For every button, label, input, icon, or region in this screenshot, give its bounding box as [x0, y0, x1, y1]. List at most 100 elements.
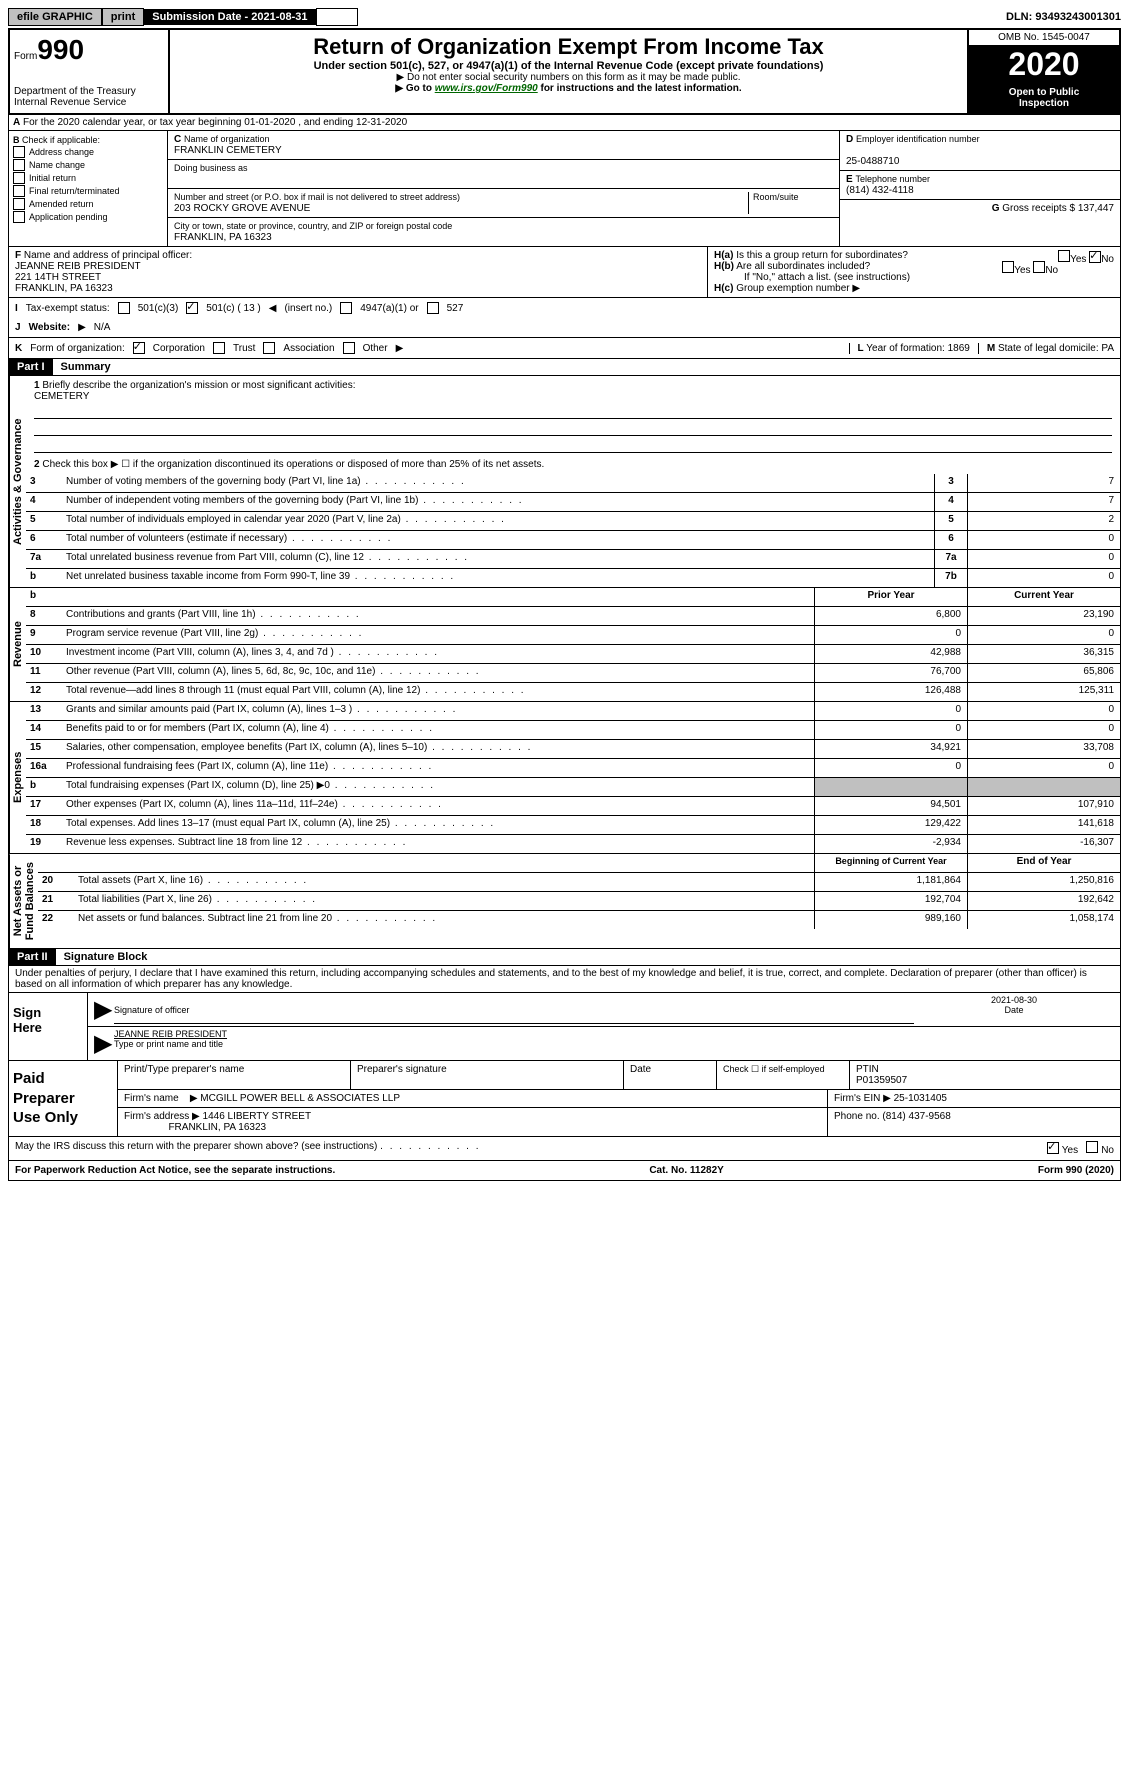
room-label: Room/suite — [753, 192, 799, 202]
subtitle-2-text: Do not enter social security numbers on … — [407, 72, 740, 83]
table-row: 11Other revenue (Part VIII, column (A), … — [26, 664, 1120, 683]
527-checkbox[interactable] — [427, 302, 439, 314]
hb-no-checkbox[interactable] — [1033, 261, 1045, 273]
hb-yes-checkbox[interactable] — [1002, 261, 1014, 273]
irs-link[interactable]: www.irs.gov/Form990 — [435, 83, 538, 94]
check-item[interactable]: Amended return — [13, 198, 163, 210]
mission-text: CEMETERY — [34, 391, 89, 402]
checkbox-icon[interactable] — [13, 172, 25, 184]
check-label: Final return/terminated — [29, 186, 120, 196]
ha-yes-checkbox[interactable] — [1058, 250, 1070, 262]
checkbox-icon[interactable] — [13, 185, 25, 197]
sign-here-label: Sign Here — [9, 993, 88, 1060]
assoc-checkbox[interactable] — [263, 342, 275, 354]
tax-exempt-label: Tax-exempt status: — [26, 303, 110, 314]
form-ref: Form 990 (2020) — [1038, 1165, 1114, 1176]
addr-label: Number and street (or P.O. box if mail i… — [174, 192, 460, 202]
check-item[interactable]: Name change — [13, 159, 163, 171]
prep-name-label: Print/Type preparer's name — [118, 1061, 351, 1089]
prior-val: 34,921 — [814, 740, 967, 758]
prior-val: -2,934 — [814, 835, 967, 853]
corp-checkbox[interactable] — [133, 342, 145, 354]
line-num: 6 — [26, 531, 62, 549]
officer-addr2: FRANKLIN, PA 16323 — [15, 283, 113, 294]
prior-val: 192,704 — [814, 892, 967, 910]
501c3-checkbox[interactable] — [118, 302, 130, 314]
ein-value: 25-0488710 — [846, 156, 899, 167]
checkbox-icon[interactable] — [13, 211, 25, 223]
submission-date-spacer — [316, 8, 358, 26]
part2-tag: Part II — [9, 949, 56, 965]
table-row: 15Salaries, other compensation, employee… — [26, 740, 1120, 759]
print-button[interactable]: print — [102, 8, 144, 26]
self-employed-check[interactable]: Check ☐ if self-employed — [717, 1061, 850, 1089]
line-text: Other revenue (Part VIII, column (A), li… — [62, 664, 814, 682]
part1-tag: Part I — [9, 359, 53, 375]
table-row: 3Number of voting members of the governi… — [26, 474, 1120, 493]
4947-checkbox[interactable] — [340, 302, 352, 314]
current-val: 0 — [967, 759, 1120, 777]
trust-checkbox[interactable] — [213, 342, 225, 354]
website-label: Website: — [29, 322, 71, 333]
table-row: 16aProfessional fundraising fees (Part I… — [26, 759, 1120, 778]
goto-pre: Go to — [406, 83, 435, 94]
vert-revenue: Revenue — [9, 588, 26, 701]
q1-text: Briefly describe the organization's miss… — [42, 380, 355, 391]
ha-no-checkbox[interactable] — [1089, 251, 1101, 263]
org-name: FRANKLIN CEMETERY — [174, 145, 282, 156]
hc-text: Group exemption number — [736, 283, 849, 294]
efile-button[interactable]: efile GRAPHIC — [8, 8, 102, 26]
hb-text: Are all subordinates included? — [736, 261, 870, 272]
line-num: 19 — [26, 835, 62, 853]
prior-val: 6,800 — [814, 607, 967, 625]
insert-label: (insert no.) — [284, 303, 332, 314]
corp-label: Corporation — [153, 343, 205, 354]
cat-no: Cat. No. 11282Y — [649, 1165, 723, 1176]
prior-val: 0 — [814, 702, 967, 720]
sig-date-label: Date — [1004, 1005, 1023, 1015]
line-box: 7a — [934, 550, 967, 568]
sig-date: 2021-08-30 — [991, 995, 1037, 1005]
line-text: Total expenses. Add lines 13–17 (must eq… — [62, 816, 814, 834]
checkbox-icon[interactable] — [13, 159, 25, 171]
part1-title: Summary — [53, 359, 119, 375]
prior-val: 94,501 — [814, 797, 967, 815]
check-item[interactable]: Final return/terminated — [13, 185, 163, 197]
table-row: 4Number of independent voting members of… — [26, 493, 1120, 512]
city-state-zip: FRANKLIN, PA 16323 — [174, 232, 272, 243]
officer-addr1: 221 14TH STREET — [15, 272, 101, 283]
line-text: Net unrelated business taxable income fr… — [62, 569, 934, 587]
line-text: Contributions and grants (Part VIII, lin… — [62, 607, 814, 625]
check-item[interactable]: Application pending — [13, 211, 163, 223]
vert-expenses: Expenses — [9, 702, 26, 853]
rev-section: Revenue b Prior Year Current Year 8Contr… — [8, 588, 1121, 702]
omb-number: OMB No. 1545-0047 — [969, 30, 1119, 46]
firm-ein: 25-1031405 — [894, 1093, 947, 1104]
other-checkbox[interactable] — [343, 342, 355, 354]
discuss-yes-checkbox[interactable] — [1047, 1142, 1059, 1154]
501c-checkbox[interactable] — [186, 302, 198, 314]
line-num: 5 — [26, 512, 62, 530]
box-b-label: Check if applicable: — [22, 135, 100, 145]
table-row: 5Total number of individuals employed in… — [26, 512, 1120, 531]
mission-area: 1 Briefly describe the organization's mi… — [26, 376, 1120, 474]
box-c: C Name of organizationFRANKLIN CEMETERY … — [168, 131, 840, 246]
501c-label: 501(c) ( 13 ) — [206, 303, 260, 314]
part2-header: Part II Signature Block — [8, 949, 1121, 966]
current-val: -16,307 — [967, 835, 1120, 853]
prior-val: 0 — [814, 626, 967, 644]
checkbox-icon[interactable] — [13, 146, 25, 158]
form-org-label: Form of organization: — [30, 343, 125, 354]
underline — [34, 421, 1112, 436]
year-formation-label: Year of formation: — [866, 343, 945, 354]
checkbox-icon[interactable] — [13, 198, 25, 210]
other-label: Other — [363, 343, 388, 354]
check-item[interactable]: Address change — [13, 146, 163, 158]
check-item[interactable]: Initial return — [13, 172, 163, 184]
table-row: bTotal fundraising expenses (Part IX, co… — [26, 778, 1120, 797]
current-val: 192,642 — [967, 892, 1120, 910]
line-box: 3 — [934, 474, 967, 492]
firm-name-label: Firm's name — [124, 1093, 179, 1104]
ptin-value: P01359507 — [856, 1075, 907, 1086]
discuss-no-checkbox[interactable] — [1086, 1141, 1098, 1153]
